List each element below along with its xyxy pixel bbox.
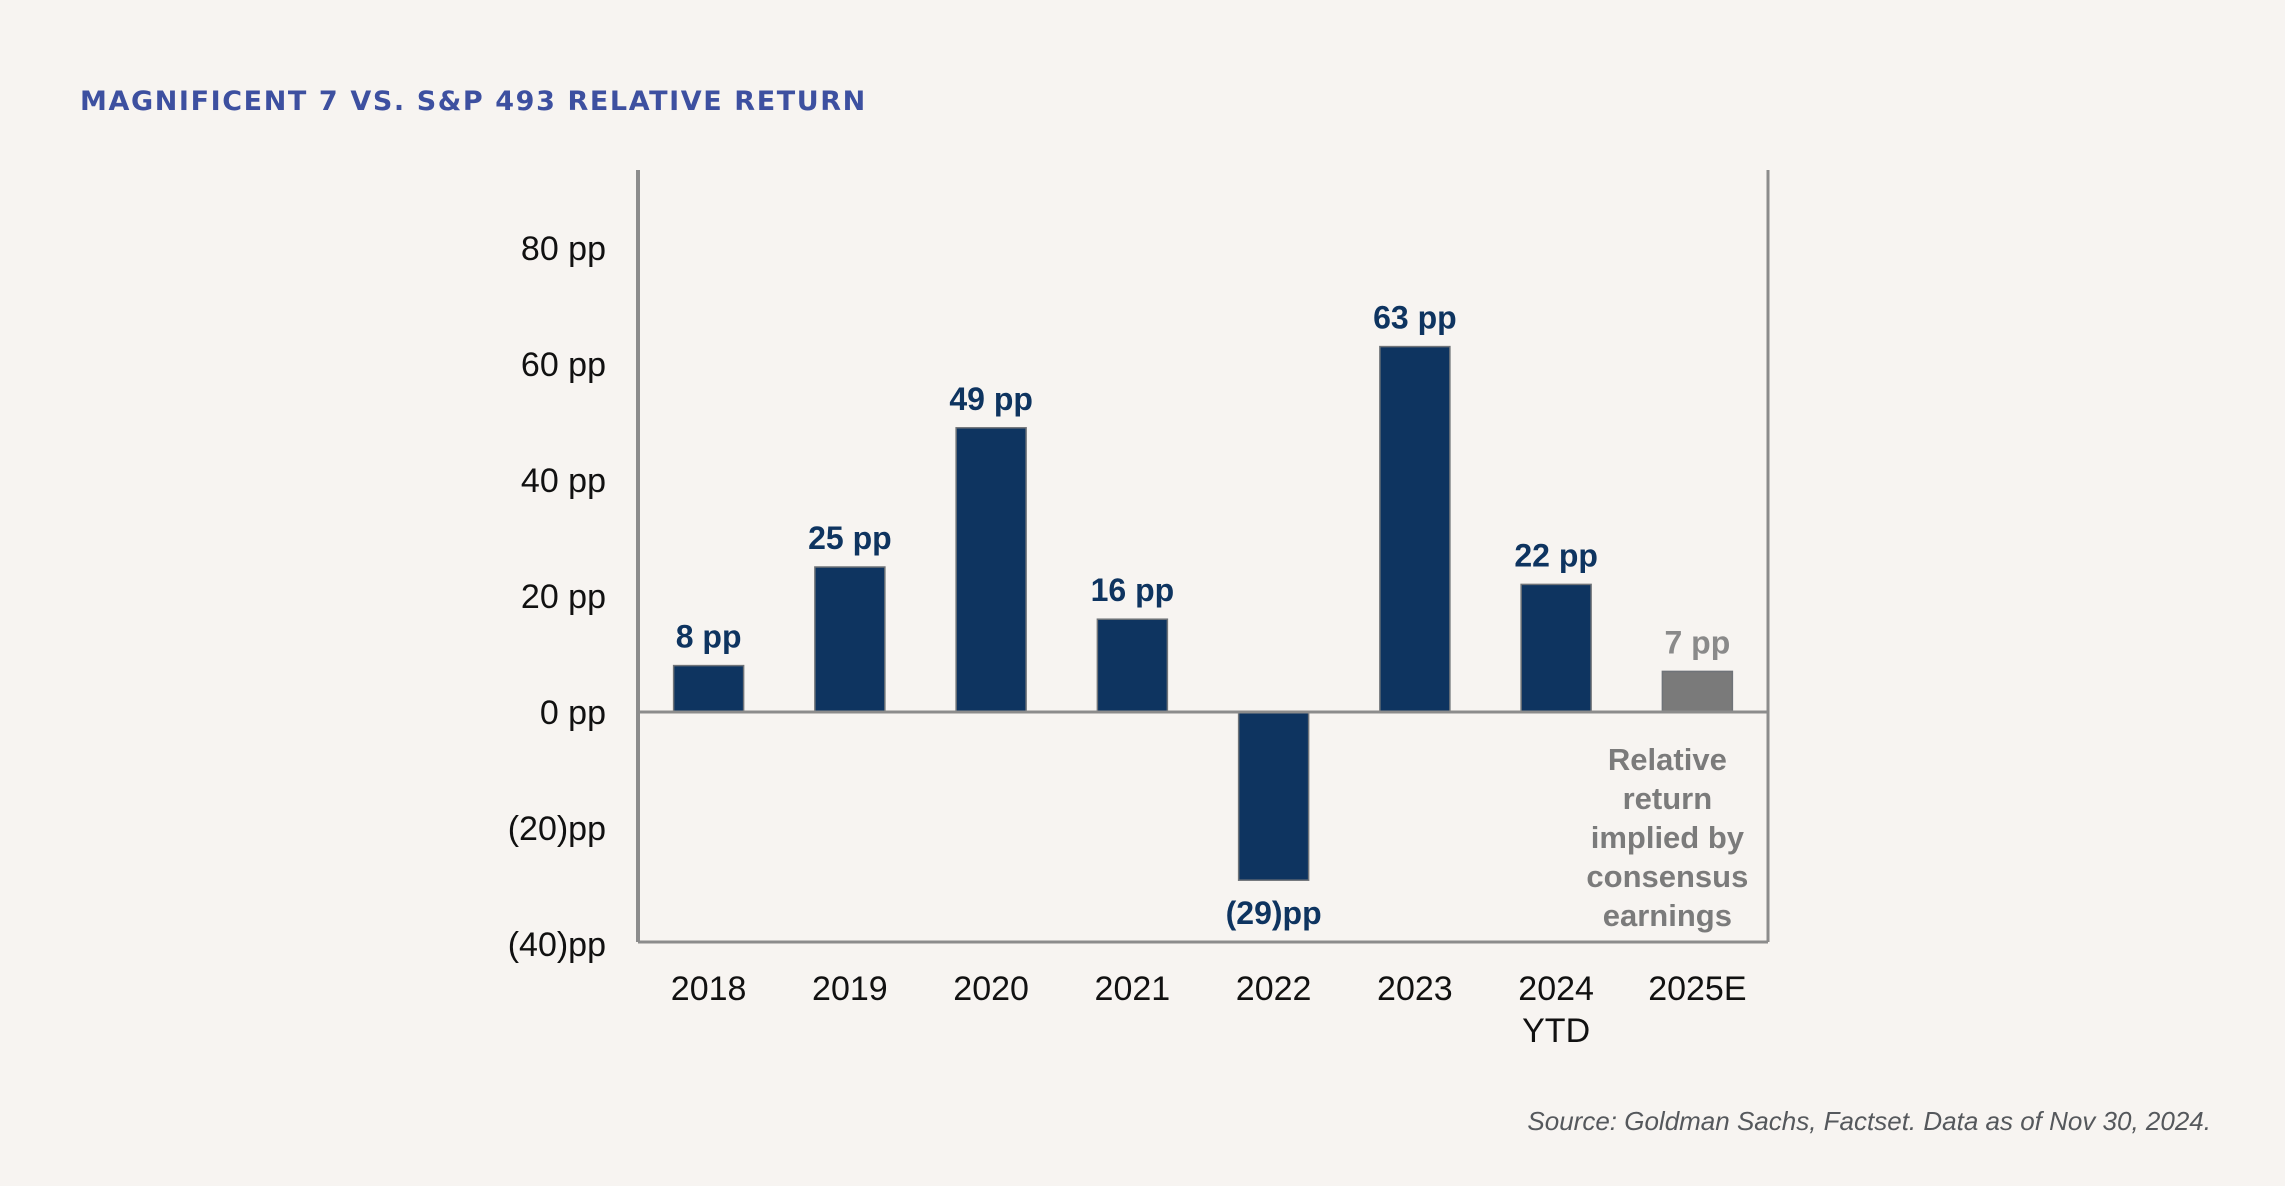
y-tick-label: 80 pp [521,230,606,268]
bar [1379,345,1451,713]
bar [672,664,745,713]
data-label: 22 pp [1514,537,1598,573]
x-tick-label: 2020 [953,970,1029,1008]
bars-layer [672,345,1734,881]
data-label: 25 pp [808,520,892,556]
bar [1096,618,1169,713]
y-tick-label: 60 pp [521,346,606,384]
y-tick-label: (20)pp [508,810,606,848]
bar [955,427,1027,713]
data-label: (29)pp [1226,895,1322,931]
x-tick-label: 2022 [1236,970,1312,1008]
data-label: 16 pp [1091,572,1175,608]
annotation-line: return [1623,781,1713,816]
x-tick-label: YTD [1522,1012,1590,1050]
x-tick-label: 2025E [1648,970,1746,1008]
source-note: Source: Goldman Sachs, Factset. Data as … [1527,1106,2211,1136]
bar [814,566,886,713]
bar [1237,711,1310,881]
y-tick-label: 20 pp [521,578,606,616]
x-tick-label: 2024 [1518,970,1594,1008]
axes-layer [636,170,1770,944]
bar [1520,583,1592,713]
x-tick-labels: 2018 2019 2020 2021 2022 2023 2024 YTD 2025E [671,970,1747,1050]
x-tick-label: 2023 [1377,970,1453,1008]
data-label: 63 pp [1373,300,1457,336]
x-tick-label: 2021 [1095,970,1171,1008]
y-tick-labels: 80 pp 60 pp 40 pp 20 pp 0 pp (20)pp (40)pp [508,230,606,964]
annotation-line: earnings [1603,898,1732,933]
annotation-line: Relative [1608,742,1727,777]
data-label: 49 pp [949,381,1033,417]
y-tick-label: 0 pp [540,694,606,732]
x-tick-label: 2018 [671,970,747,1008]
bar-estimate [1661,670,1734,713]
x-tick-label: 2019 [812,970,888,1008]
data-label: 7 pp [1664,624,1730,660]
chart-title: MAGNIFICENT 7 VS. S&P 493 RELATIVE RETUR… [80,86,867,117]
y-tick-label: (40)pp [508,926,606,964]
annotation-line: consensus [1586,859,1748,894]
annotation-line: implied by [1591,820,1745,855]
data-labels: 8 pp 25 pp 49 pp 16 pp (29)pp 63 pp 22 pp 7 pp [676,300,1731,932]
estimate-annotation: Relative return implied by consensus earning… [1586,742,1748,933]
data-label: 8 pp [676,619,742,655]
y-tick-label: 40 pp [521,462,606,500]
